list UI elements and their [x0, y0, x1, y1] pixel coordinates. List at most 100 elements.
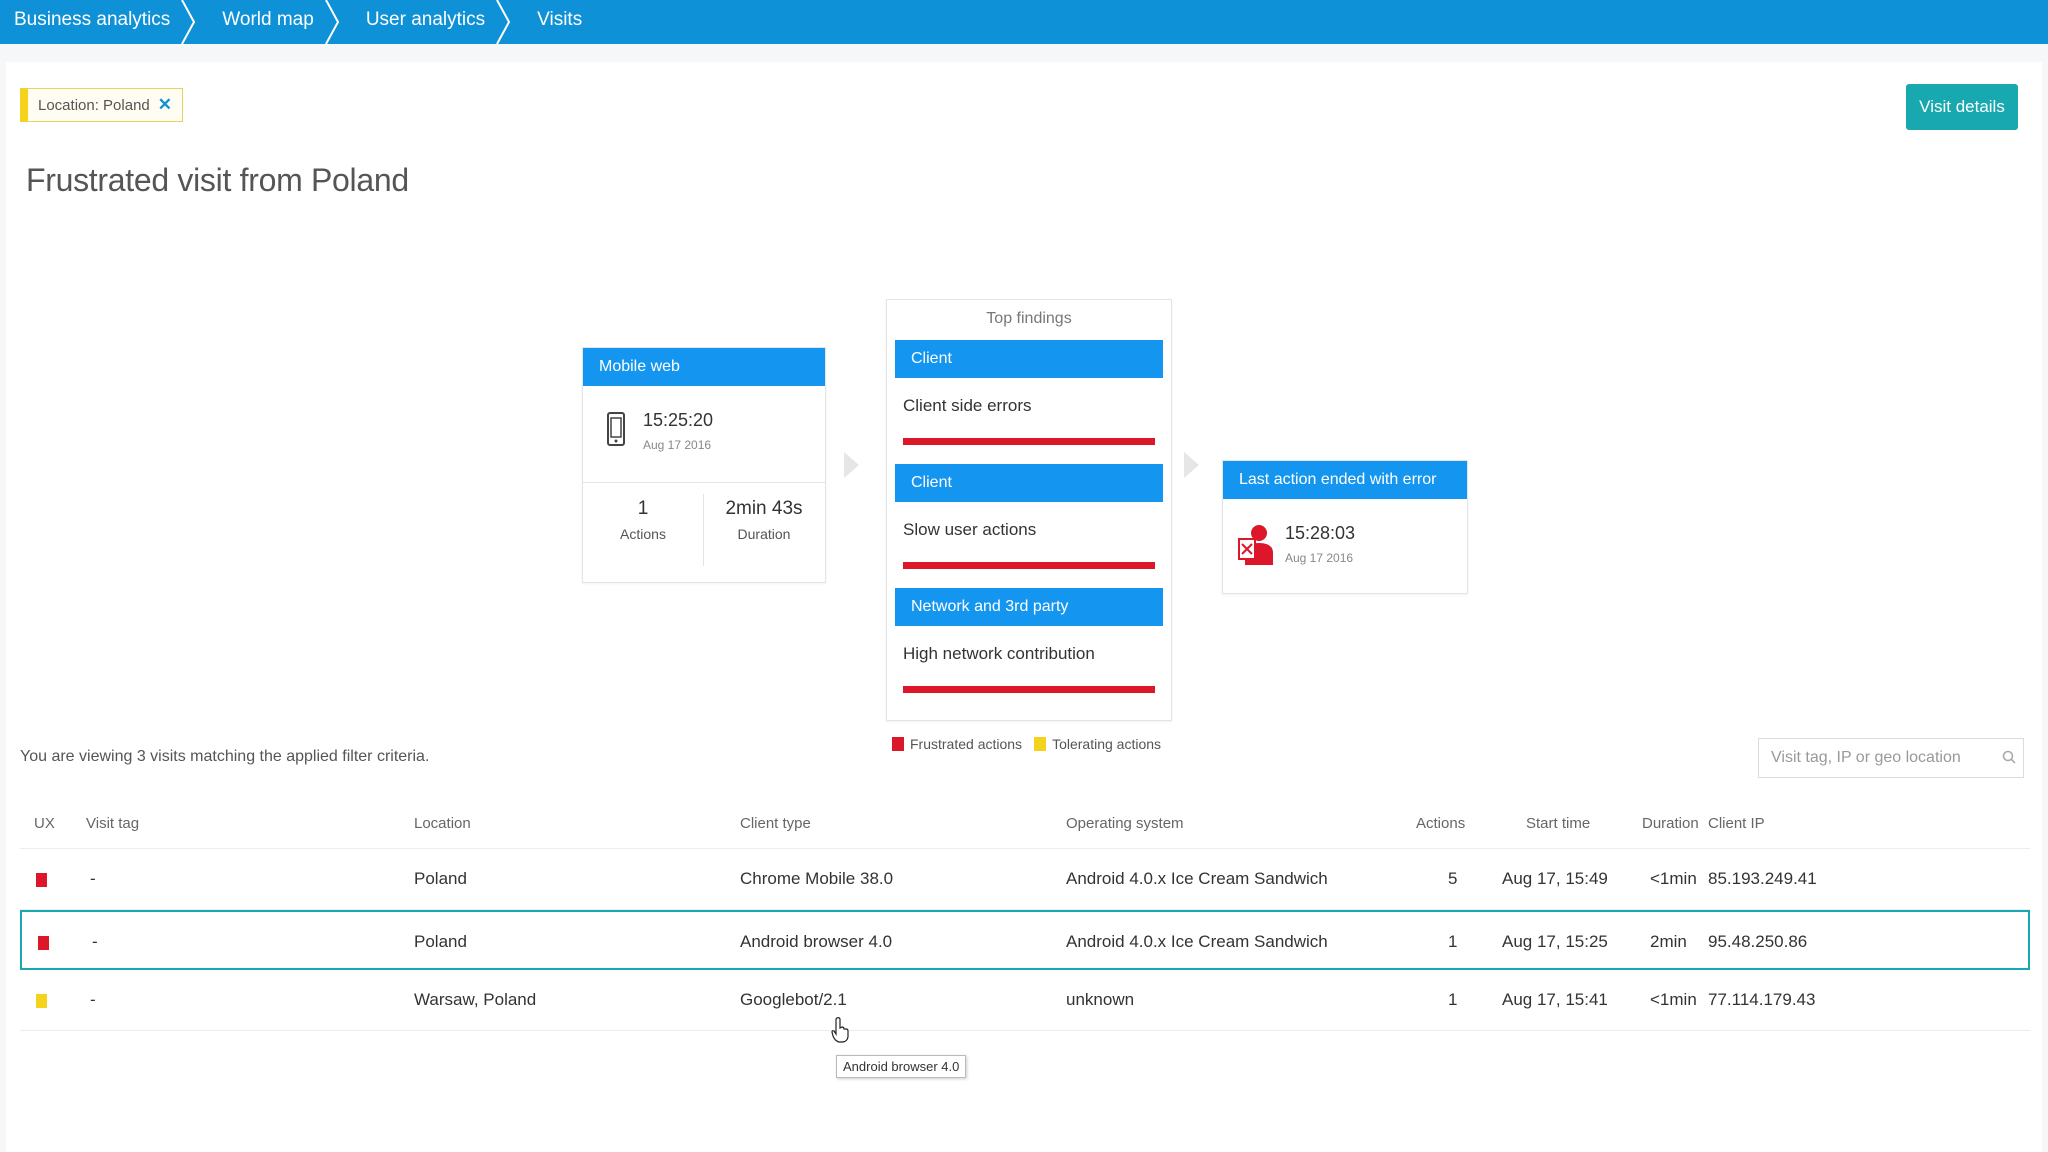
finding-slow-user-actions[interactable]: Client Slow user actions — [895, 464, 1163, 569]
divider — [583, 482, 825, 483]
breadcrumb-label: World map — [222, 9, 314, 30]
actions-label: Actions — [620, 526, 666, 542]
cell-start-time: Aug 17, 15:25 — [1502, 932, 1608, 951]
end-date: Aug 17 2016 — [1285, 551, 1354, 565]
cell-visit-tag: - — [92, 932, 98, 951]
frustrated-indicator — [38, 935, 49, 950]
breadcrumb-world-map[interactable]: World map — [204, 0, 348, 44]
cell-client-type: Chrome Mobile 38.0 — [740, 869, 894, 888]
finding-text: Client side errors — [903, 396, 1032, 415]
visit-start-card[interactable]: Mobile web 15:25:20 Aug 17 2016 1 Action… — [582, 347, 826, 583]
last-action-card[interactable]: Last action ended with error 15:28:03 Au… — [1222, 460, 1468, 594]
finding-high-network-contribution[interactable]: Network and 3rd party High network contr… — [895, 588, 1163, 693]
breadcrumb-label: Business analytics — [14, 9, 171, 30]
cell-client-ip: 95.48.250.86 — [1708, 932, 1808, 951]
breadcrumb-user-analytics[interactable]: User analytics — [348, 0, 519, 44]
results-summary: You are viewing 3 visits matching the ap… — [20, 748, 430, 765]
filter-chip: Location: Poland ✕ — [20, 88, 184, 122]
cell-location: Warsaw, Poland — [414, 990, 537, 1009]
visit-search-input[interactable] — [1758, 738, 2024, 778]
duration-label: Duration — [737, 526, 791, 542]
frustrated-swatch — [892, 737, 904, 751]
frustrated-indicator — [36, 872, 47, 887]
breadcrumb-visits[interactable]: Visits — [519, 0, 616, 44]
column-header-start-time[interactable]: Start time — [1526, 815, 1591, 832]
flow-arrow-icon — [1184, 452, 1199, 478]
finding-category: Network and 3rd party — [895, 588, 1163, 626]
cell-visit-tag: - — [90, 990, 96, 1009]
main-panel: Location: Poland ✕ Visit details Frustra… — [6, 62, 2042, 1152]
column-header-ux[interactable]: UX — [34, 815, 55, 832]
tolerating-indicator — [36, 993, 47, 1008]
legend-frustrated: Frustrated actions — [892, 736, 1022, 752]
legend-label: Frustrated actions — [910, 736, 1023, 752]
visits-table: UX Visit tag Location Client type Operat… — [20, 800, 2030, 1031]
actions-value: 1 — [637, 498, 649, 519]
table-row[interactable]: - Warsaw, Poland Googlebot/2.1 unknown 1… — [20, 970, 2030, 1031]
cell-operating-system: Android 4.0.x Ice Cream Sandwich — [1066, 869, 1328, 888]
hand-cursor-icon — [831, 1017, 849, 1048]
visit-details-button[interactable]: Visit details — [1906, 84, 2018, 130]
flow-arrow-icon — [844, 452, 859, 478]
duration-value: 2min 43s — [725, 498, 803, 519]
cell-location: Poland — [414, 869, 467, 888]
chevron-right-icon — [320, 0, 342, 44]
search-icon[interactable] — [2002, 750, 2016, 769]
filter-chip-label: Location: Poland — [38, 96, 150, 114]
breadcrumb-label: User analytics — [365, 9, 486, 30]
column-header-location[interactable]: Location — [414, 815, 471, 832]
column-header-duration[interactable]: Duration — [1642, 815, 1699, 832]
cell-operating-system: Android 4.0.x Ice Cream Sandwich — [1066, 932, 1328, 951]
cell-client-ip: 77.114.179.43 — [1708, 990, 1816, 1009]
chevron-right-icon — [176, 0, 198, 44]
finding-category: Client — [895, 340, 1163, 378]
frustration-bar — [903, 686, 1155, 693]
card-header: Mobile web — [583, 348, 825, 386]
cell-client-ip: 85.193.249.41 — [1708, 869, 1817, 888]
frustration-bar — [903, 438, 1155, 445]
finding-text: High network contribution — [903, 644, 1095, 663]
top-findings-panel: Top findings Client Client side errors C… — [886, 299, 1172, 721]
cell-location: Poland — [414, 932, 467, 951]
cell-start-time: Aug 17, 15:41 — [1502, 990, 1608, 1009]
column-header-visit-tag[interactable]: Visit tag — [86, 815, 140, 832]
mobile-phone-icon — [607, 412, 625, 451]
tooltip: Android browser 4.0 — [836, 1055, 967, 1078]
user-error-icon — [1237, 523, 1275, 572]
end-time: 15:28:03 — [1285, 523, 1356, 543]
cell-actions: 1 — [1448, 990, 1458, 1009]
column-header-client-ip[interactable]: Client IP — [1708, 815, 1765, 832]
close-icon[interactable]: ✕ — [157, 95, 173, 114]
breadcrumb: Business analytics World map User analyt… — [0, 0, 2048, 44]
legend-label: Tolerating actions — [1052, 736, 1162, 752]
table-row-selected[interactable]: - Poland Android browser 4.0 Android 4.0… — [20, 910, 2030, 970]
ux-indicator — [36, 970, 47, 1030]
column-header-client-type[interactable]: Client type — [740, 815, 811, 832]
cell-actions: 5 — [1448, 869, 1458, 888]
frustration-bar — [903, 562, 1155, 569]
card-header: Last action ended with error — [1223, 461, 1467, 499]
ux-indicator — [36, 849, 47, 909]
findings-title: Top findings — [986, 310, 1072, 327]
column-header-operating-system[interactable]: Operating system — [1066, 815, 1184, 832]
chevron-right-icon — [491, 0, 513, 44]
table-row[interactable]: - Poland Chrome Mobile 38.0 Android 4.0.… — [20, 849, 2030, 910]
breadcrumb-label: Visits — [537, 9, 583, 30]
legend-tolerating: Tolerating actions — [1034, 736, 1161, 752]
column-header-actions[interactable]: Actions — [1416, 815, 1466, 832]
finding-text: Slow user actions — [903, 520, 1037, 539]
cell-visit-tag: - — [90, 869, 96, 888]
cell-duration: <1min — [1650, 869, 1697, 888]
legend: Frustrated actions Tolerating actions — [892, 736, 1173, 752]
table-header: UX Visit tag Location Client type Operat… — [20, 800, 2030, 849]
start-date: Aug 17 2016 — [643, 438, 712, 452]
cell-duration: <1min — [1650, 990, 1697, 1009]
cell-start-time: Aug 17, 15:49 — [1502, 869, 1608, 888]
cell-client-type: Googlebot/2.1 — [740, 990, 847, 1009]
duration-stat: 2min 43s Duration — [704, 498, 824, 542]
tolerating-swatch — [1034, 737, 1047, 751]
cell-operating-system: unknown — [1066, 990, 1135, 1009]
finding-client-side-errors[interactable]: Client Client side errors — [895, 340, 1163, 445]
ux-indicator — [38, 912, 49, 972]
breadcrumb-business-analytics[interactable]: Business analytics — [0, 0, 204, 44]
